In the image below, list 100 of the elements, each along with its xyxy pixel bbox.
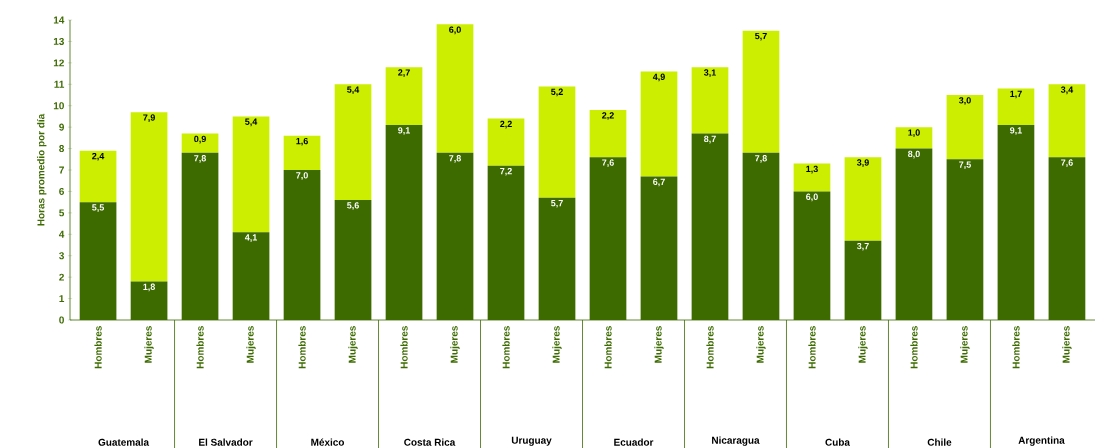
data-label: 6,0 xyxy=(449,26,461,35)
x-tick-label: Hombres xyxy=(502,326,510,369)
bar xyxy=(385,67,423,125)
text: Nicaragua xyxy=(712,436,760,446)
x-tick-label: Hombres xyxy=(1012,326,1020,369)
text: Cuba xyxy=(825,438,850,446)
y-axis-title: Horas promedio por día xyxy=(37,113,47,226)
y-tick-label: 4 xyxy=(58,230,65,238)
data-label: 7,0 xyxy=(296,172,308,180)
bar xyxy=(844,157,882,241)
data-label: 2,4 xyxy=(92,152,105,161)
bar xyxy=(691,67,729,134)
data-label: 3,7 xyxy=(856,242,869,251)
data-label: 2,2 xyxy=(500,120,512,129)
x-tick-label: Hombres xyxy=(196,326,204,369)
text: El Salvador xyxy=(199,438,253,446)
data-label: 1,6 xyxy=(296,137,308,146)
bar xyxy=(334,84,372,200)
y-tick-label: 5 xyxy=(59,209,65,217)
data-label: 5,5 xyxy=(92,204,105,212)
data-label: 2,2 xyxy=(602,112,614,120)
data-label: 7,5 xyxy=(959,161,971,170)
x-tick-label: Mujeres xyxy=(348,326,358,363)
data-label: 1,3 xyxy=(806,165,818,174)
data-label: 3,0 xyxy=(958,97,971,105)
data-label: 0,9 xyxy=(194,135,206,144)
bar xyxy=(793,163,831,192)
y-tick-label: 1 xyxy=(59,295,65,302)
y-tick-label: 3 xyxy=(59,252,64,260)
bar xyxy=(742,30,780,153)
data-label: 5,7 xyxy=(755,32,767,41)
bar xyxy=(895,127,933,149)
data-label: 6,0 xyxy=(806,193,818,202)
x-tick-label: Hombres xyxy=(706,326,714,369)
y-tick-label: 8 xyxy=(59,145,65,153)
data-label: 5,4 xyxy=(245,118,258,127)
data-label: 3,4 xyxy=(1060,86,1074,95)
x-tick-label: Mujeres xyxy=(654,326,664,363)
data-label: 3,9 xyxy=(856,159,869,167)
data-label: 7,6 xyxy=(602,159,614,167)
y-tick-label: 12 xyxy=(53,59,64,67)
x-tick-label: Mujeres xyxy=(144,326,154,363)
x-tick-label: Hombres xyxy=(910,326,918,369)
bar xyxy=(1048,84,1086,158)
data-label: 5,4 xyxy=(347,86,360,95)
x-tick-label: Mujeres xyxy=(450,326,460,363)
text: Uruguay xyxy=(511,436,552,446)
bar xyxy=(946,95,984,160)
y-tick-label: 11 xyxy=(54,80,65,88)
bar xyxy=(283,135,321,170)
y-tick-label: 9 xyxy=(59,123,64,131)
data-label: 6,7 xyxy=(653,178,665,187)
data-label: 7,6 xyxy=(1061,159,1073,167)
bar xyxy=(997,88,1035,125)
x-tick-label: Mujeres xyxy=(756,326,766,363)
y-tick-label: 14 xyxy=(53,16,65,24)
data-label: 5,6 xyxy=(347,202,359,210)
y-tick-label: 0 xyxy=(59,316,64,324)
data-label: 9,1 xyxy=(1010,127,1022,135)
bar xyxy=(232,116,270,233)
bar xyxy=(181,133,219,153)
data-label: 9,1 xyxy=(398,127,410,135)
bar xyxy=(130,112,168,282)
data-label: 7,8 xyxy=(755,155,767,163)
y-tick-label: 13 xyxy=(53,37,64,45)
bar xyxy=(589,110,627,158)
x-tick-label: Mujeres xyxy=(960,326,970,363)
data-label: 3,1 xyxy=(703,69,716,77)
data-label: 5,7 xyxy=(551,200,563,208)
bar xyxy=(640,71,678,177)
text: Argentina xyxy=(1018,436,1065,446)
y-tick-label: 7 xyxy=(59,166,64,174)
x-tick-label: Mujeres xyxy=(246,326,256,363)
text: Ecuador xyxy=(614,438,654,446)
bar xyxy=(79,150,117,203)
data-label: 8,7 xyxy=(704,135,716,144)
data-label: 1,0 xyxy=(908,129,920,137)
y-tick-label: 6 xyxy=(59,187,64,195)
data-label: 8,0 xyxy=(908,150,920,159)
x-tick-label: Hombres xyxy=(94,326,102,369)
bar xyxy=(538,86,576,198)
bar xyxy=(487,118,525,166)
data-label: 7,8 xyxy=(194,155,206,163)
x-tick-label: Mujeres xyxy=(552,326,562,363)
data-label: 2,7 xyxy=(398,69,410,77)
data-label: 4,9 xyxy=(652,73,665,82)
x-tick-label: Mujeres xyxy=(858,326,868,363)
x-tick-label: Hombres xyxy=(298,326,306,369)
text: Costa Rica xyxy=(404,438,456,446)
data-label: 1,8 xyxy=(143,283,156,292)
text: Chile xyxy=(927,438,952,446)
data-label: 1,7 xyxy=(1010,90,1022,99)
bar xyxy=(436,24,474,153)
x-tick-label: Mujeres xyxy=(1062,326,1072,363)
data-label: 7,9 xyxy=(143,114,155,122)
x-tick-label: Hombres xyxy=(604,326,612,369)
x-tick-label: Hombres xyxy=(808,326,816,369)
y-tick-label: 2 xyxy=(59,273,64,281)
text: México xyxy=(311,438,345,446)
data-label: 7,8 xyxy=(449,155,461,163)
